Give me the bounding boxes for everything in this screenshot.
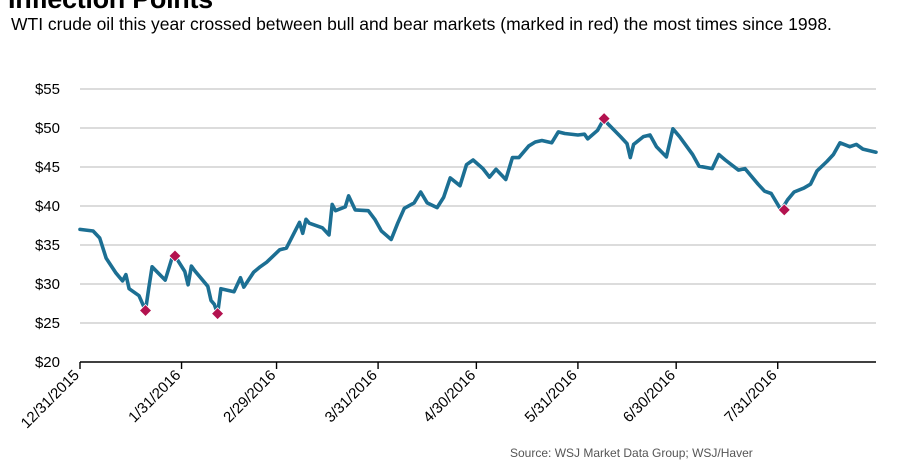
source-note: Source: WSJ Market Data Group; WSJ/Haver (510, 446, 753, 460)
y-tick-label: $50 (35, 120, 60, 137)
x-tick-label: 5/31/2016 (522, 367, 581, 426)
y-tick-label: $20 (35, 354, 60, 371)
y-tick-label: $45 (35, 159, 60, 176)
inflection-markers (138, 112, 791, 321)
y-tick-label: $55 (35, 81, 60, 98)
x-tick-label: 12/31/2015 (18, 367, 83, 432)
inflection-marker (777, 203, 791, 217)
y-tick-label: $40 (35, 198, 60, 215)
y-tick-label: $35 (35, 237, 60, 254)
x-axis (79, 361, 876, 369)
inflection-marker (597, 112, 611, 126)
x-axis-tick-labels: 12/31/2015 1/31/2016 2/29/2016 3/31/2016 4/3… (18, 367, 781, 432)
inflection-marker (138, 303, 153, 318)
x-tick-label: 1/31/2016 (125, 367, 184, 426)
chart-title: Inflection Points (8, 0, 213, 15)
x-tick-label: 3/31/2016 (322, 367, 381, 426)
x-tick-label: 4/30/2016 (420, 367, 479, 426)
inflection-marker (168, 249, 182, 263)
y-axis-tick-labels: $20 $25 $30 $35 $40 $45 $50 $55 (35, 81, 60, 371)
x-tick-label: 2/29/2016 (220, 367, 279, 426)
inflection-marker (211, 307, 225, 321)
y-tick-label: $30 (35, 276, 60, 293)
chart-subtitle: WTI crude oil this year crossed between … (11, 14, 832, 34)
y-tick-label: $25 (35, 315, 60, 332)
gridlines (80, 88, 876, 324)
x-tick-label: 6/30/2016 (620, 367, 679, 426)
x-tick-label: 7/31/2016 (721, 367, 780, 426)
price-series (78, 116, 878, 316)
series-line (78, 116, 878, 316)
